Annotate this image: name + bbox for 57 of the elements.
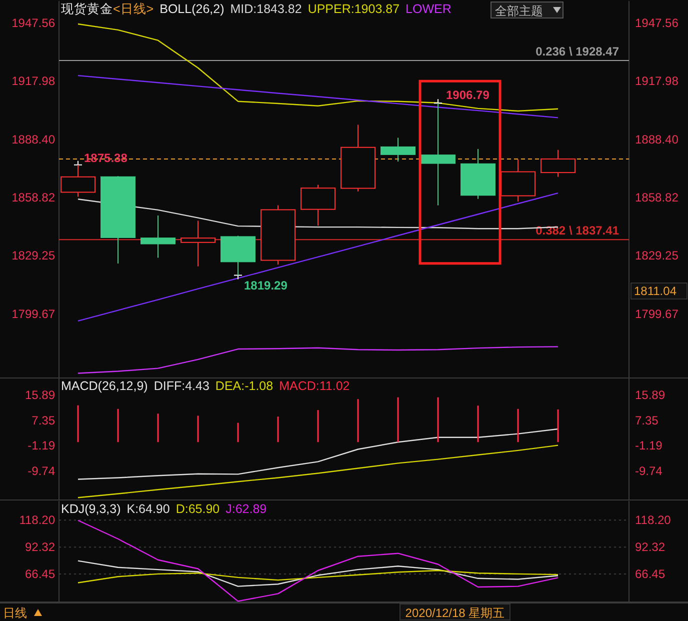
line-series — [77, 520, 559, 602]
y2-tick-label: 1888.40 — [635, 132, 679, 146]
y-tick-label: 1858.82 — [12, 190, 56, 204]
annotation: 全部主题 — [495, 4, 543, 18]
annotation: 1875.38 — [84, 150, 128, 165]
y2-tick-label: 1947.56 — [635, 16, 679, 30]
text: DEA:-1.08 — [215, 379, 274, 393]
annotation: 1906.79 — [446, 88, 490, 102]
candlestick — [140, 214, 176, 258]
line-series — [77, 428, 559, 480]
y-tick-label: 92.32 — [24, 540, 56, 554]
y2-tick-label: 66.45 — [635, 566, 666, 581]
line-series — [77, 560, 559, 587]
y-tick-label: 1799.67 — [12, 306, 56, 321]
legend-title: BOLL(26,2) — [160, 2, 224, 16]
y2-tick-label: 1829.25 — [635, 248, 679, 263]
chart-title: MACD(26,12,9) — [61, 379, 148, 393]
y2-tick-label: 1917.98 — [635, 74, 679, 88]
text: K:64.90 — [126, 502, 170, 516]
y2-tick-label: -1.19 — [635, 438, 663, 453]
text: MID:1843.82 — [230, 2, 302, 16]
y-tick-label: 1888.40 — [12, 132, 56, 146]
y-tick-label: 15.89 — [24, 388, 56, 402]
text: 2020/12/18 星期五 — [405, 606, 505, 620]
text: J:62.89 — [226, 502, 267, 516]
y2-tick-label: 15.89 — [635, 388, 666, 402]
y-tick-label: -9.74 — [28, 464, 56, 478]
chart-title: KDJ(9,3,3) — [61, 502, 121, 516]
ref-line-label: 0.236 \ 1928.47 — [536, 44, 620, 58]
text: D:65.90 — [176, 502, 220, 516]
text: LOWER — [406, 2, 452, 16]
y-tick-label: 7.35 — [32, 413, 56, 428]
line-series — [77, 74, 559, 118]
series-label: MACD:11.02 — [279, 379, 350, 393]
candlestick — [180, 220, 216, 267]
line-series — [77, 570, 559, 584]
y2-tick-label: -9.74 — [635, 464, 663, 478]
chart-subtitle: <日线> — [113, 2, 154, 16]
text: DIFF:4.43 — [154, 379, 210, 393]
text: 1811.04 — [634, 284, 677, 298]
text: UPPER:1903.87 — [308, 2, 400, 16]
annotation: 1819.29 — [244, 278, 288, 292]
y2-tick-label: 7.35 — [635, 413, 659, 428]
y-tick-label: -1.19 — [28, 438, 56, 453]
y2-tick-label: 118.20 — [635, 513, 672, 528]
y2-tick-label: 1799.67 — [635, 306, 679, 321]
y-tick-label: 1947.56 — [12, 16, 56, 30]
line-series — [77, 346, 559, 374]
y-tick-label: 1829.25 — [12, 248, 56, 263]
line-series — [77, 444, 559, 498]
y2-tick-label: 1858.82 — [635, 190, 679, 204]
y-tick-label: 66.45 — [24, 566, 56, 581]
y-tick-label: 118.20 — [19, 513, 56, 528]
text: 日线 — [3, 606, 27, 620]
y2-tick-label: 92.32 — [635, 540, 666, 554]
chart-title: 现货黄金 — [61, 2, 113, 16]
y-tick-label: 1917.98 — [12, 74, 56, 88]
